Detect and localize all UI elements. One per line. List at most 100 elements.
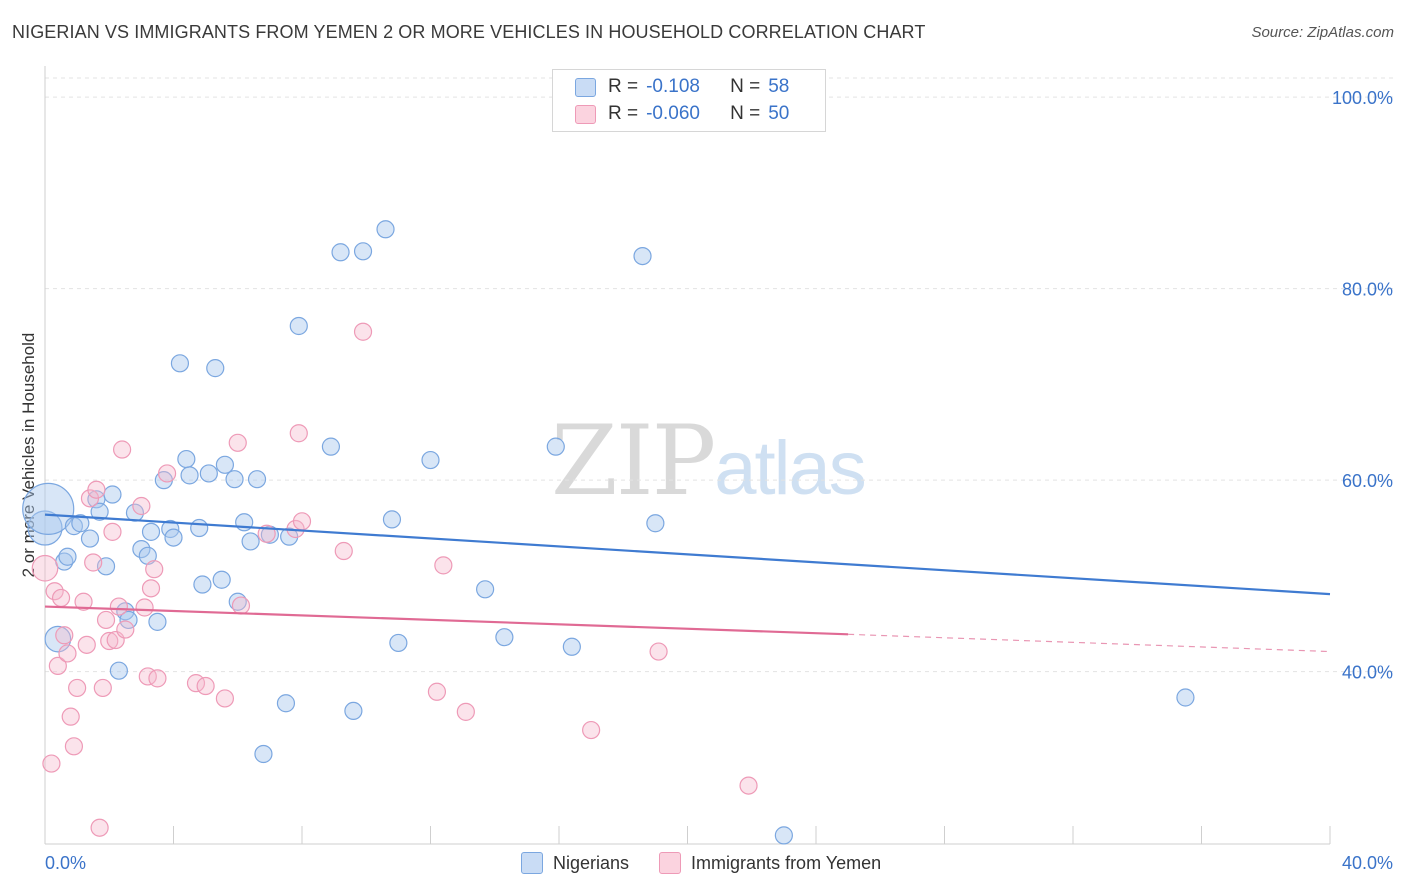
yemen-point	[74, 592, 93, 611]
yemen-point	[96, 610, 116, 630]
yemen-point	[215, 689, 234, 708]
legend-r-value: -0.108	[646, 76, 700, 97]
bottom-legend-item-nigerians: Nigerians	[521, 852, 629, 874]
x-tick-label: 0.0%	[45, 853, 86, 873]
bottom-legend-label-nigerians: Nigerians	[553, 852, 630, 873]
nigerian-point	[382, 510, 402, 529]
yemen-point	[100, 631, 119, 651]
nigerian-point	[247, 470, 267, 489]
yemen-point	[231, 596, 251, 615]
nigerian-point	[353, 242, 373, 261]
nigerian-point	[103, 485, 122, 504]
bottom-legend-item-yemen: Immigrants from Yemen	[659, 852, 881, 874]
nigerian-point	[80, 529, 100, 548]
legend-r-label: R =	[608, 103, 639, 124]
yemen-point	[58, 644, 77, 663]
yemen-point	[93, 678, 112, 698]
y-tick-label: 100.0%	[1332, 88, 1393, 108]
yemen-point	[116, 620, 135, 639]
source-credit: Source: ZipAtlas.com	[1251, 24, 1394, 41]
nigerian-point	[119, 610, 138, 630]
nigerian-point	[276, 694, 296, 713]
yemen-point	[145, 560, 164, 579]
nigerian-point	[170, 354, 190, 373]
yemen-point	[103, 522, 122, 541]
yemen-point	[45, 582, 64, 601]
nigerian-point	[141, 522, 161, 541]
nigerian-point	[476, 580, 495, 599]
yemen-trendline-extension	[848, 633, 1331, 653]
nigerian-point	[376, 220, 395, 239]
nigerian-point	[562, 637, 581, 656]
yemen-point	[61, 707, 80, 726]
yemen-point	[77, 635, 96, 654]
nigerian-point	[215, 455, 234, 474]
nigerian-point	[180, 466, 199, 485]
legend-r-value: -0.060	[646, 103, 700, 124]
nigerian-point	[633, 246, 652, 266]
nigerian-point	[132, 539, 151, 559]
nigerian-point	[212, 570, 231, 589]
y-tick-label: 60.0%	[1342, 471, 1393, 491]
yemen-point	[55, 626, 74, 645]
bottom-legend: Nigerians Immigrants from Yemen	[521, 852, 911, 874]
yemen-point	[109, 597, 128, 616]
yemen-point	[427, 682, 447, 701]
nigerian-point	[421, 450, 440, 470]
yemen-point	[649, 642, 668, 661]
nigerian-point	[58, 547, 77, 566]
yemen-point	[456, 702, 475, 721]
nigerian-point	[495, 628, 514, 647]
yemen-point	[196, 676, 215, 696]
yemen-point	[31, 554, 59, 582]
yemen-point	[51, 588, 71, 608]
yemen-point	[228, 433, 247, 452]
watermark-atlas: atlas	[714, 426, 867, 511]
nigerian-point	[164, 528, 183, 547]
yemen-point	[582, 720, 601, 740]
yemen-point	[739, 776, 758, 795]
yemen-point	[48, 656, 67, 676]
nigerian-point	[331, 243, 350, 262]
yemen-point	[148, 669, 167, 688]
nigerian-point	[27, 510, 63, 546]
legend: R = -0.108 N = 58 R = -0.060 N = 50	[552, 69, 826, 132]
nigerian-point	[199, 464, 218, 483]
nigerian-point	[71, 514, 90, 533]
yemen-point	[141, 579, 161, 598]
x-tick-label: 40.0%	[1342, 853, 1393, 873]
yemen-point	[289, 424, 308, 443]
legend-row-nigerians: R = -0.108 N = 58	[575, 75, 789, 99]
watermark: ZIPatlas	[551, 405, 867, 517]
legend-r-label: R =	[608, 76, 639, 97]
legend-n-value: 50	[768, 103, 790, 124]
yemen-point	[90, 818, 109, 837]
bottom-legend-swatch-yemen	[659, 852, 682, 874]
nigerian-point	[148, 612, 167, 631]
nigerian-point	[225, 470, 244, 489]
nigerian-point	[177, 449, 196, 469]
legend-row-yemen: R = -0.060 N = 50	[575, 102, 789, 126]
chart-title: NIGERIAN VS IMMIGRANTS FROM YEMEN 2 OR M…	[12, 22, 926, 42]
yemen-point	[157, 464, 177, 483]
nigerian-point	[389, 633, 408, 653]
yemen-point	[135, 598, 154, 617]
legend-swatch-yemen	[575, 104, 596, 124]
nigerian-point	[321, 437, 341, 456]
nigerian-point	[344, 701, 363, 721]
yemen-point	[292, 512, 312, 531]
yemen-point	[434, 556, 453, 575]
yemen-point	[112, 440, 132, 459]
yemen-point	[334, 541, 353, 561]
yemen-point	[64, 737, 84, 756]
nigerian-point	[90, 502, 109, 521]
nigerian-point	[22, 482, 75, 535]
yemen-point	[87, 480, 106, 499]
nigerian-point	[206, 359, 225, 378]
legend-n-label: N =	[730, 76, 761, 97]
yemen-point	[42, 754, 61, 773]
bottom-legend-label-yemen: Immigrants from Yemen	[691, 852, 882, 873]
legend-n-label: N =	[730, 103, 761, 124]
yemen-point	[353, 322, 373, 341]
yemen-trendline	[44, 605, 849, 636]
